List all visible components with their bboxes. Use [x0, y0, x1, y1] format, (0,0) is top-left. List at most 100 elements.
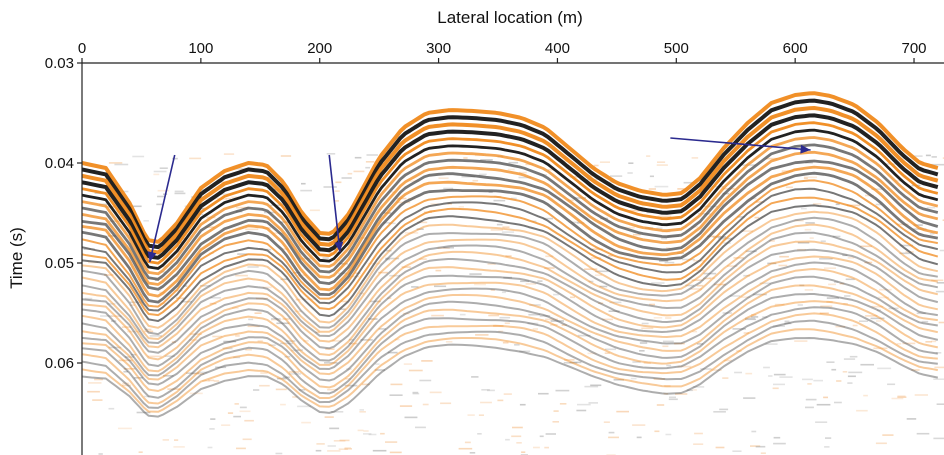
noise-dash	[916, 432, 930, 435]
noise-dash	[402, 312, 410, 315]
noise-dash	[772, 325, 785, 327]
noise-dash	[223, 340, 237, 343]
noise-dash	[608, 189, 616, 191]
noise-dash	[295, 298, 301, 301]
noise-dash	[202, 380, 210, 382]
noise-dash	[173, 446, 185, 448]
noise-dash	[111, 320, 117, 322]
reflector-line	[82, 121, 939, 265]
noise-dash	[271, 188, 279, 191]
reflector-line	[82, 210, 939, 329]
noise-dash	[488, 191, 493, 193]
noise-dash	[248, 318, 254, 321]
noise-dash	[577, 403, 591, 406]
noise-dash	[784, 320, 790, 323]
noise-dash	[501, 291, 506, 294]
noise-dash	[136, 411, 151, 414]
reflector-line	[82, 150, 939, 286]
x-tick-label: 600	[783, 40, 808, 57]
noise-dash	[223, 153, 235, 155]
noise-dash	[363, 433, 372, 435]
noise-dash	[330, 411, 344, 413]
noise-dash	[268, 344, 276, 346]
noise-dash	[144, 328, 152, 331]
noise-dash	[138, 451, 143, 453]
noise-dash	[539, 315, 551, 317]
noise-dash	[765, 343, 778, 345]
noise-dash	[802, 378, 813, 381]
noise-dash	[498, 330, 504, 333]
noise-dash	[260, 372, 268, 374]
y-tick-label: 0.05	[45, 255, 74, 272]
noise-dash	[404, 416, 418, 419]
noise-dash	[727, 265, 738, 267]
reflector-line	[82, 240, 939, 349]
noise-dash	[723, 359, 732, 362]
noise-dash	[360, 339, 373, 341]
noise-dash	[683, 181, 698, 184]
noise-dash	[550, 324, 558, 326]
noise-dash	[690, 288, 702, 290]
noise-dash	[259, 384, 270, 387]
noise-dash	[209, 428, 215, 430]
noise-dash	[823, 396, 828, 399]
noise-dash	[458, 206, 464, 208]
noise-dash	[143, 220, 149, 222]
noise-dash	[674, 342, 685, 345]
noise-dash	[445, 341, 453, 343]
noise-dash	[639, 342, 648, 344]
noise-dash	[752, 293, 767, 296]
noise-dash	[665, 317, 672, 319]
noise-dash	[280, 403, 286, 406]
noise-dash	[707, 235, 721, 238]
noise-dash	[129, 304, 135, 306]
reflector-line	[82, 312, 938, 405]
noise-dash	[750, 316, 759, 318]
noise-dash	[756, 201, 765, 203]
noise-dash	[505, 438, 510, 441]
noise-dash	[856, 409, 868, 412]
noise-dash	[349, 275, 360, 278]
noise-dash	[157, 195, 165, 198]
noise-dash	[189, 392, 203, 395]
noise-dash	[143, 395, 150, 398]
noise-dash	[604, 352, 610, 354]
noise-dash	[745, 372, 753, 375]
noise-dash	[92, 399, 103, 401]
noise-dash	[280, 278, 288, 281]
noise-dash	[663, 393, 669, 395]
noise-dash	[222, 347, 233, 350]
noise-dash	[205, 226, 215, 228]
reflector-line	[82, 113, 939, 260]
noise-dash	[235, 206, 249, 209]
noise-dash	[262, 286, 272, 289]
noise-dash	[440, 402, 452, 405]
noise-dash	[553, 410, 559, 412]
noise-dash	[210, 297, 221, 299]
noise-dash	[394, 338, 400, 341]
noise-dash	[519, 403, 526, 406]
noise-dash	[942, 219, 944, 221]
noise-dash	[799, 284, 805, 287]
noise-dash	[878, 296, 889, 299]
reflector-line	[82, 204, 939, 322]
noise-dash	[365, 161, 375, 163]
noise-dash	[713, 283, 726, 286]
noise-dash	[422, 403, 429, 406]
noise-dash	[608, 431, 615, 434]
noise-dash	[784, 322, 792, 325]
noise-dash	[590, 384, 602, 387]
noise-dash	[835, 203, 840, 206]
noise-dash	[123, 370, 128, 373]
noise-dash	[552, 421, 559, 423]
noise-dash	[608, 255, 613, 257]
noise-dash	[938, 321, 944, 324]
noise-dash	[480, 159, 493, 161]
noise-dash	[174, 192, 186, 195]
noise-dash	[501, 231, 515, 233]
noise-dash	[532, 328, 538, 330]
noise-dash	[353, 170, 365, 173]
noise-dash	[378, 271, 388, 274]
noise-dash	[322, 257, 329, 259]
noise-dash	[843, 358, 856, 360]
